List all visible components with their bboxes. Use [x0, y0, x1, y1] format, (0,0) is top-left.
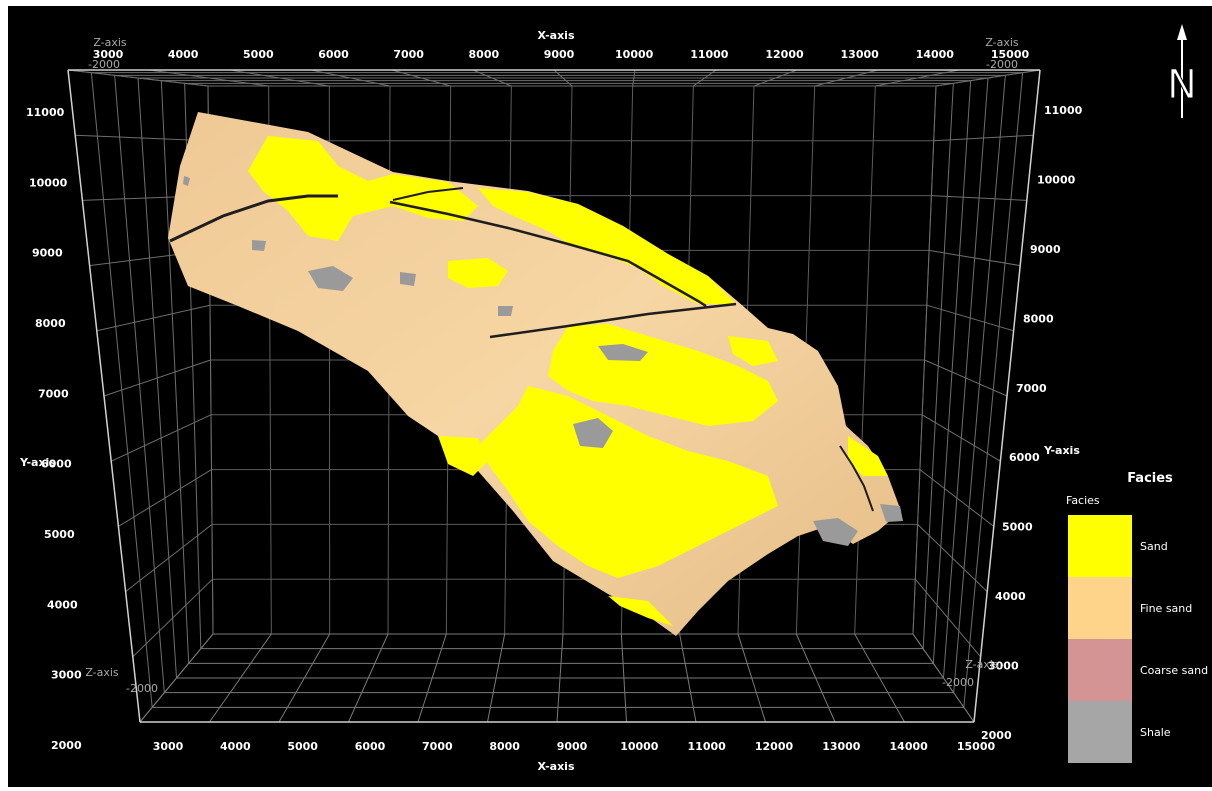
shale-patch	[308, 266, 353, 291]
y-axis-title: Y-axis	[19, 456, 56, 469]
axis-labels: 3000 4000 5000 6000 7000 8000 9000 10000 11000 12…	[19, 29, 1082, 773]
z-axis-title: Z-axis	[93, 36, 127, 49]
x-tick-label: 3000	[153, 740, 184, 753]
y-tick-label: 9000	[1030, 243, 1061, 256]
z-value-label: -2000	[88, 58, 120, 71]
x-tick-label: 15000	[991, 48, 1030, 61]
north-label: N	[1167, 62, 1197, 108]
shale-patch	[400, 272, 416, 286]
x-tick-label: 8000	[489, 740, 520, 753]
x-tick-label: 7000	[393, 48, 424, 61]
shale-patch	[252, 240, 266, 251]
x-tick-label: 9000	[557, 740, 588, 753]
x-tick-label: 13000	[841, 48, 880, 61]
sand-patch	[478, 188, 736, 304]
shale-patch	[598, 344, 648, 361]
fault-line	[839, 445, 874, 512]
x-tick-label: 5000	[243, 48, 274, 61]
sand-patch	[848, 436, 888, 476]
legend-subtitle: Facies	[1066, 494, 1100, 507]
y-tick-label: 3000	[988, 660, 1019, 673]
grid-box	[67, 69, 1041, 723]
x-tick-label: 15000	[957, 740, 996, 753]
legend-swatch	[1068, 639, 1132, 701]
y-tick-label: 7000	[38, 387, 69, 400]
x-tick-label: 6000	[318, 48, 349, 61]
x-tick-label: 3000	[93, 48, 124, 61]
fault-line	[392, 187, 464, 201]
y-tick-label: 6000	[41, 458, 72, 471]
x-tick-label: 11000	[690, 48, 729, 61]
sand-patch	[478, 386, 778, 578]
sand-patch	[448, 258, 508, 288]
y-tick-label: 10000	[29, 176, 68, 189]
x-tick-label: 14000	[916, 48, 955, 61]
x-tick-label: 7000	[422, 740, 453, 753]
shale-patch	[573, 418, 613, 448]
north-arrow-icon: N	[1167, 24, 1197, 118]
y-tick-label: 10000	[1037, 173, 1076, 186]
3d-scene[interactable]: 3000 4000 5000 6000 7000 8000 9000 10000 11000 12…	[8, 6, 1212, 787]
y-tick-label: 5000	[44, 528, 75, 541]
shale-patch	[183, 176, 190, 186]
legend-item-label: Coarse sand	[1140, 664, 1208, 677]
x-tick-label: 4000	[168, 48, 199, 61]
legend-title: Facies	[1127, 471, 1173, 486]
sand-patch	[608, 596, 673, 626]
shale-patch	[880, 504, 903, 522]
y-axis-title: Y-axis	[1043, 444, 1080, 457]
x-tick-label: 10000	[620, 740, 659, 753]
shale-patch	[813, 518, 858, 546]
sand-patch	[438, 436, 488, 476]
legend-item-label: Shale	[1140, 726, 1171, 739]
3d-viewport[interactable]: 3000 4000 5000 6000 7000 8000 9000 10000 11000 12…	[8, 6, 1212, 787]
fault-line	[489, 302, 737, 339]
z-axis-title: Z-axis	[965, 658, 999, 671]
sand-patch	[248, 136, 478, 241]
z-axis-title: Z-axis	[85, 666, 119, 679]
z-value-label: -2000	[986, 58, 1018, 71]
y-tick-label: 8000	[1023, 312, 1054, 325]
x-tick-label: 12000	[765, 48, 804, 61]
y-tick-label: 4000	[995, 590, 1026, 603]
x-tick-label: 13000	[822, 740, 861, 753]
legend-swatch	[1068, 701, 1132, 763]
y-tick-label: 3000	[51, 669, 82, 682]
legend-swatch	[1068, 515, 1132, 577]
legend-item-label: Sand	[1140, 540, 1168, 553]
legend-item-label: Fine sand	[1140, 602, 1192, 615]
fault-line	[389, 200, 707, 308]
x-tick-label: 4000	[220, 740, 251, 753]
y-tick-label: 6000	[1009, 451, 1040, 464]
sand-patch	[728, 336, 778, 366]
y-tick-label: 5000	[1002, 521, 1033, 534]
legend: Facies Facies Sand Fine sand Coarse sand Sh…	[1066, 471, 1208, 763]
x-axis-title: X-axis	[538, 29, 575, 42]
fault-line	[169, 194, 338, 243]
shale-patch	[498, 306, 513, 316]
x-tick-label: 5000	[287, 740, 318, 753]
facies-surface[interactable]	[168, 112, 903, 636]
y-tick-label: 2000	[51, 739, 82, 752]
x-tick-label: 6000	[355, 740, 386, 753]
y-tick-label: 8000	[35, 317, 66, 330]
y-tick-label: 4000	[47, 598, 78, 611]
x-tick-label: 8000	[469, 48, 500, 61]
y-tick-label: 11000	[1044, 104, 1083, 117]
x-tick-label: 9000	[544, 48, 575, 61]
x-axis-title: X-axis	[538, 760, 575, 773]
z-value-label: -2000	[942, 676, 974, 689]
x-tick-label: 10000	[615, 48, 654, 61]
z-axis-title: Z-axis	[985, 36, 1019, 49]
y-tick-label: 11000	[26, 106, 65, 119]
x-tick-label: 11000	[688, 740, 727, 753]
y-tick-label: 9000	[32, 247, 63, 260]
y-tick-label: 7000	[1016, 382, 1047, 395]
y-tick-label: 2000	[981, 729, 1012, 742]
x-tick-label: 14000	[890, 740, 929, 753]
z-value-label: -2000	[126, 682, 158, 695]
legend-swatch	[1068, 577, 1132, 639]
x-tick-label: 12000	[755, 740, 794, 753]
